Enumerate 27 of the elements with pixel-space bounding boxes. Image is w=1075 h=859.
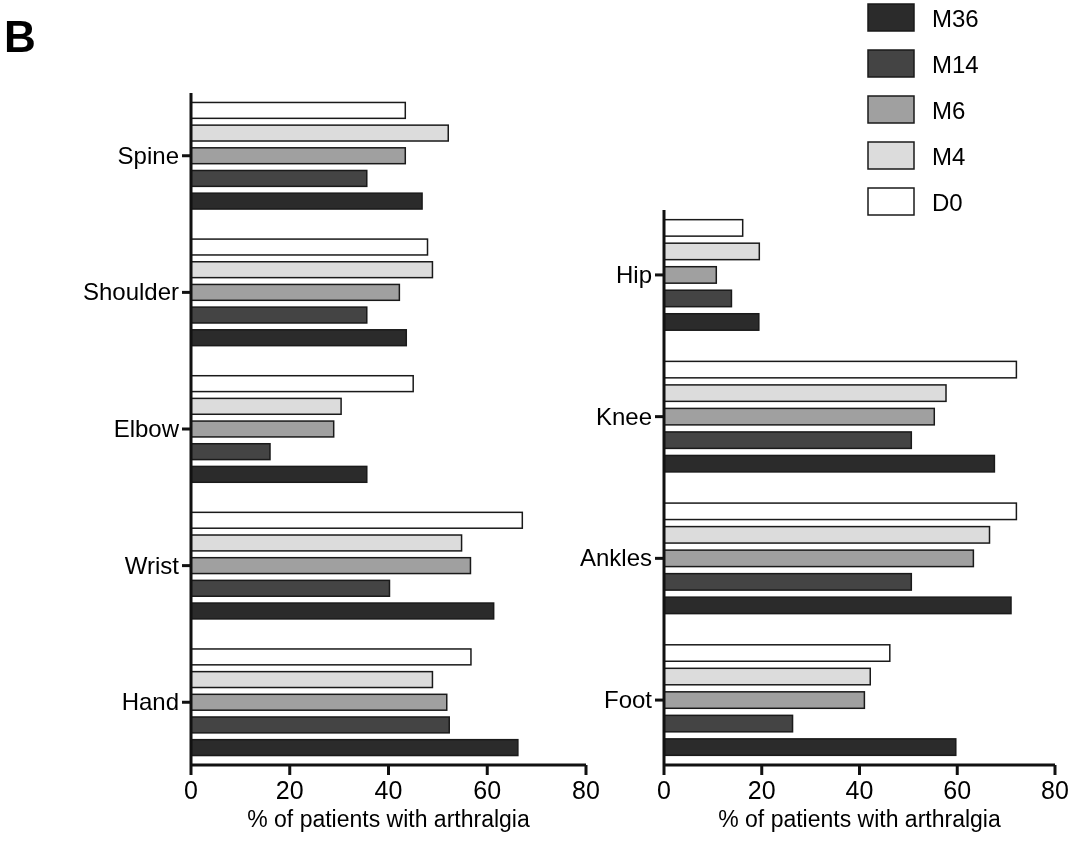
- y-tick-label: Ankles: [579, 544, 652, 572]
- legend-label: M6: [932, 97, 966, 124]
- x-tick-label: 60: [473, 776, 502, 804]
- y-tick-label: Elbow: [113, 415, 180, 442]
- x-axis-title: % of patients with arthralgia: [247, 806, 530, 832]
- x-tick-label: 0: [184, 776, 198, 804]
- y-tick-label: Foot: [603, 686, 653, 714]
- y-tick-label: Shoulder: [82, 278, 179, 306]
- legend-label: M4: [932, 143, 966, 170]
- x-axis-title: % of patients with arthralgia: [718, 806, 1001, 832]
- y-tick-label: Hand: [121, 688, 179, 716]
- x-tick-label: 40: [374, 776, 403, 804]
- y-tick-label: Knee: [595, 402, 652, 430]
- legend-label: D0: [932, 189, 963, 216]
- x-tick-label: 60: [943, 776, 972, 804]
- x-tick-label: 80: [572, 776, 600, 804]
- x-tick-label: 80: [1041, 776, 1069, 804]
- x-tick-label: 40: [845, 776, 874, 804]
- x-tick-label: 20: [747, 776, 776, 804]
- legend-label: M36: [932, 5, 979, 32]
- y-tick-label: Hip: [615, 260, 652, 288]
- y-tick-label: Wrist: [124, 551, 180, 579]
- x-tick-label: 0: [657, 776, 671, 804]
- legend-label: M14: [932, 51, 979, 78]
- chart-title: B: [4, 12, 36, 61]
- y-tick-label: Spine: [117, 141, 179, 169]
- x-tick-label: 20: [275, 776, 304, 804]
